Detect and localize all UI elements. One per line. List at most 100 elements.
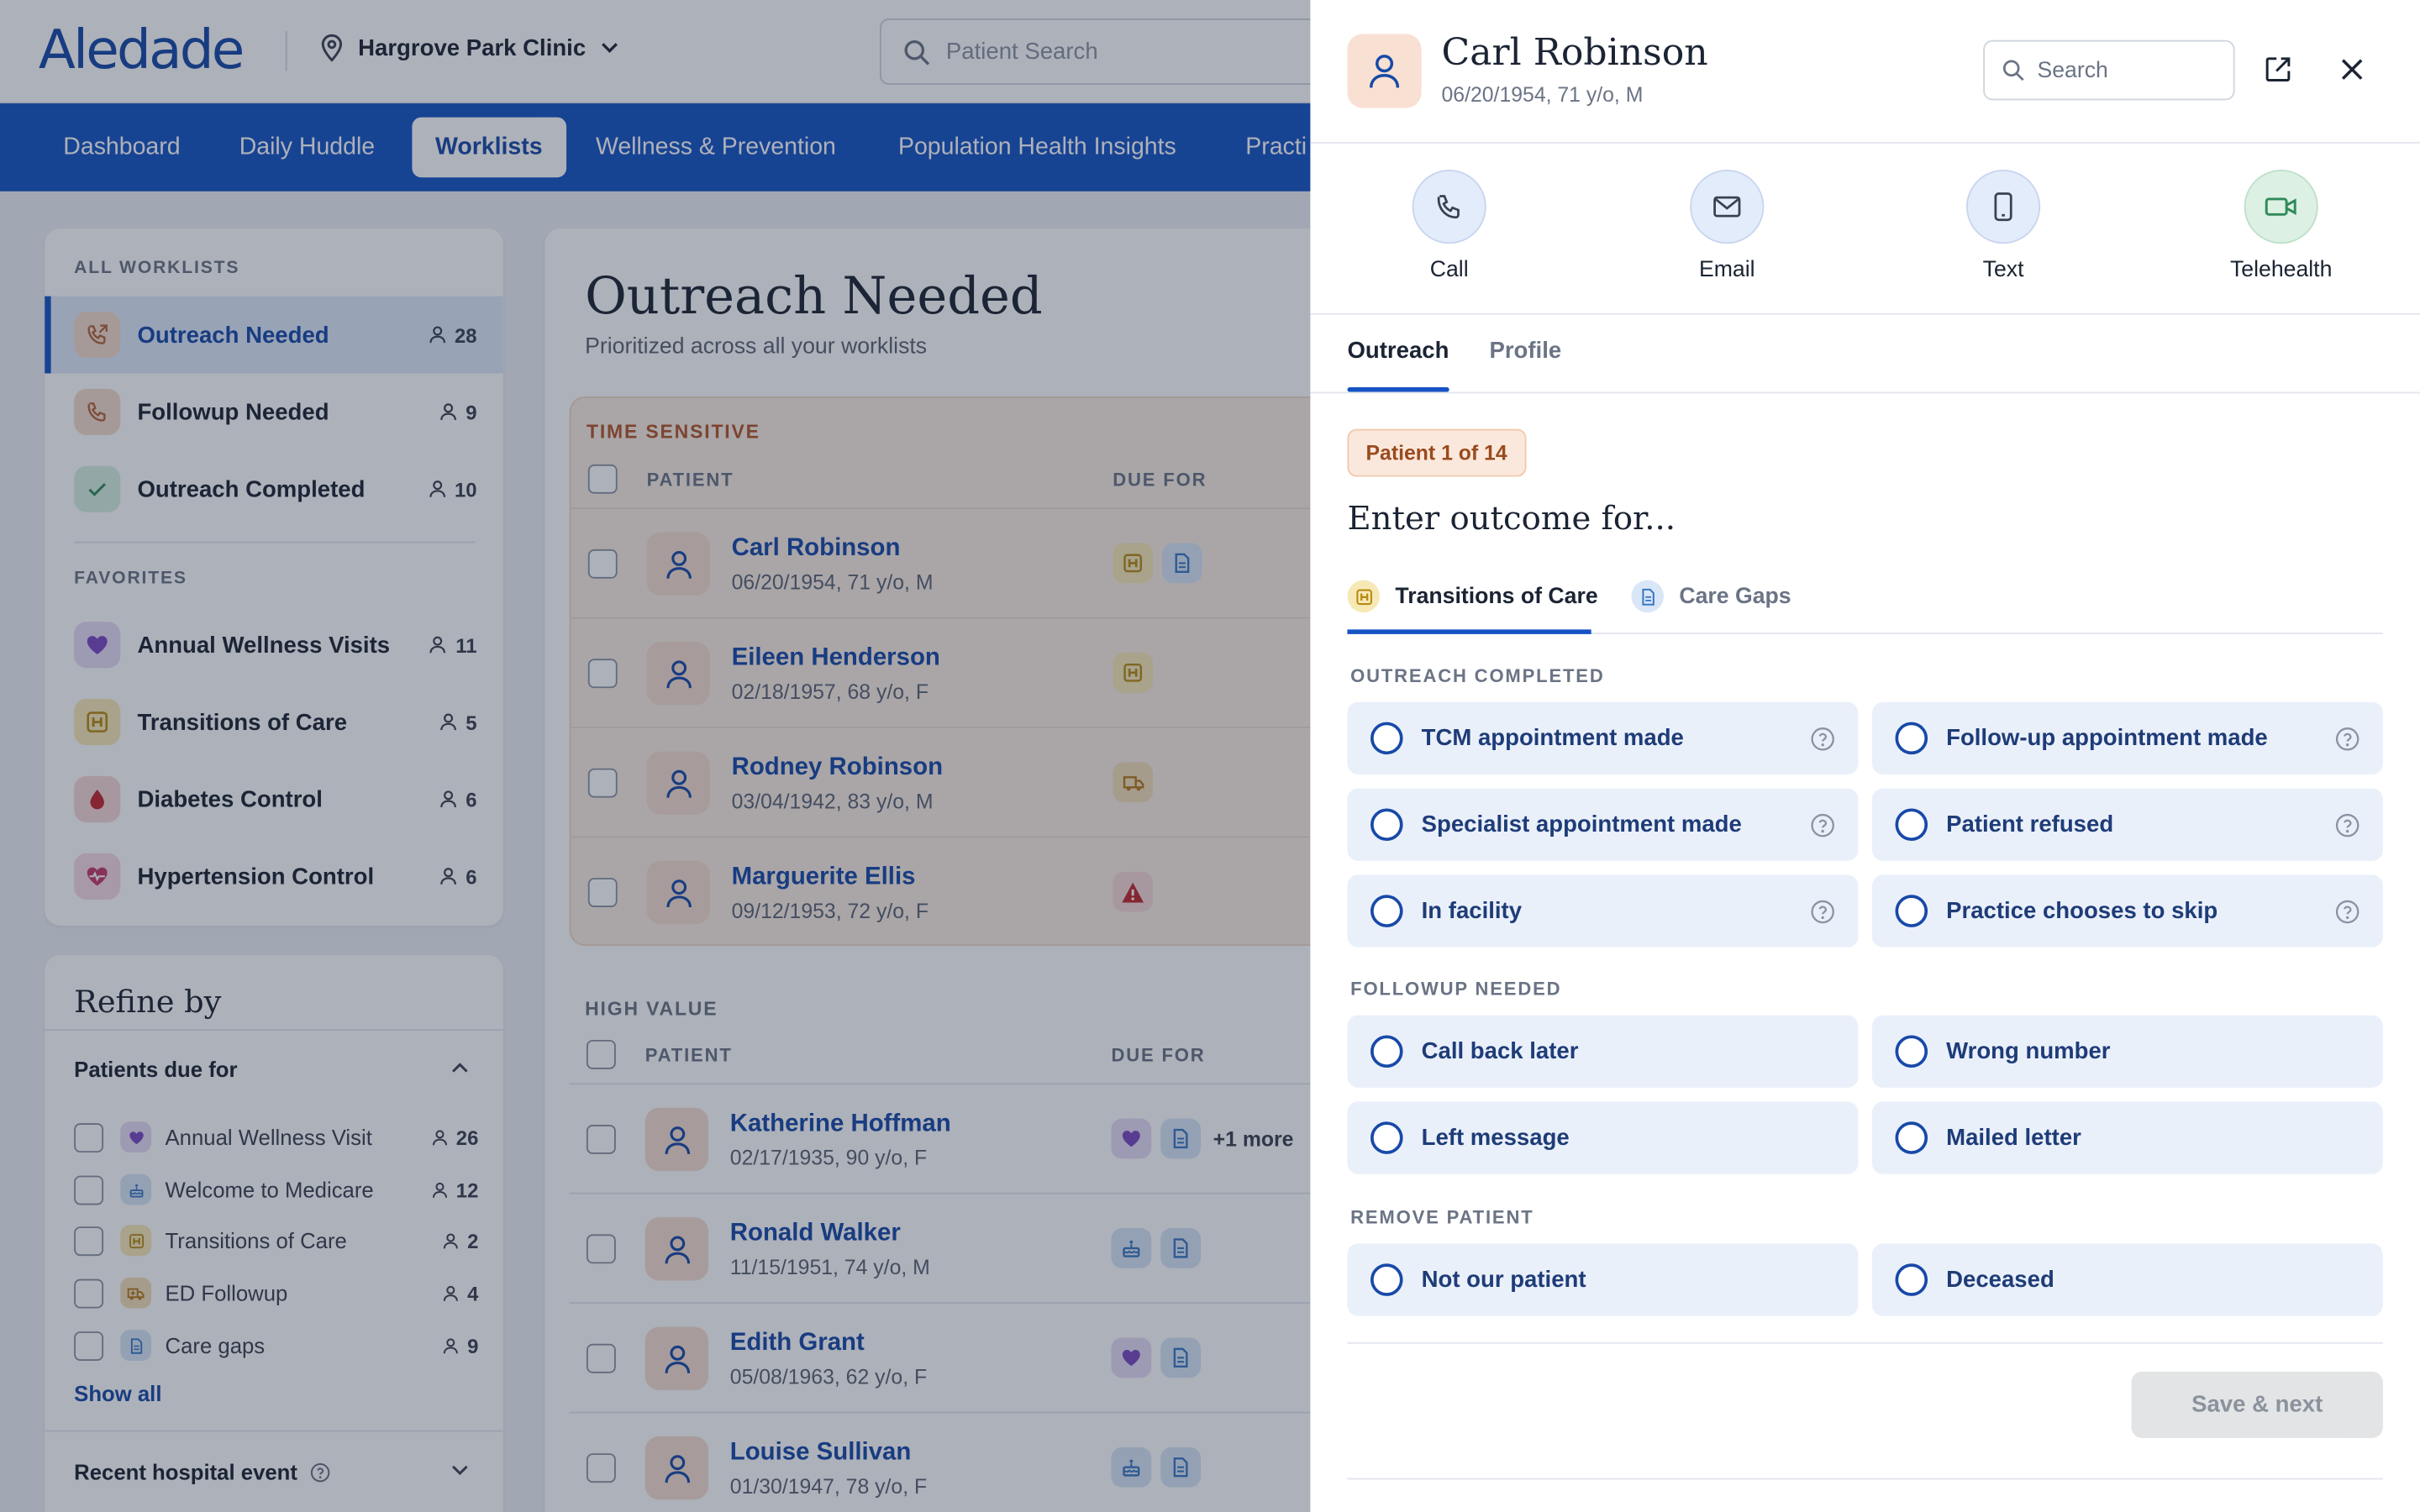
- table-row[interactable]: Marguerite Ellis 09/12/1953, 72 y/o, F: [571, 836, 1436, 946]
- call-action[interactable]: Call: [1372, 170, 1527, 282]
- chevron-up-icon[interactable]: [450, 1062, 469, 1074]
- show-all-link[interactable]: Show all: [74, 1380, 162, 1406]
- option-practice-chooses-to-skip[interactable]: Practice chooses to skip: [1871, 874, 2383, 948]
- help-icon[interactable]: [2335, 813, 2360, 837]
- external-link-icon[interactable]: [2263, 54, 2294, 85]
- row-checkbox[interactable]: [587, 878, 618, 907]
- patient-name[interactable]: Marguerite Ellis: [731, 864, 916, 890]
- row-checkbox[interactable]: [586, 1343, 616, 1373]
- tab-profile[interactable]: Profile: [1489, 338, 1562, 365]
- save-next-button[interactable]: Save & next: [2131, 1371, 2383, 1438]
- radio-button[interactable]: [1370, 1263, 1403, 1296]
- option-call-back-later[interactable]: Call back later: [1347, 1015, 1859, 1088]
- radio-button[interactable]: [1895, 808, 1928, 842]
- nav-worklists[interactable]: Worklists: [412, 117, 566, 178]
- table-row[interactable]: Ronald Walker 11/15/1951, 74 y/o, M: [569, 1192, 1434, 1302]
- filter-annual-wellness-visit[interactable]: Annual Wellness Visit 26: [74, 1119, 478, 1156]
- radio-button[interactable]: [1370, 895, 1403, 927]
- radio-button[interactable]: [1370, 722, 1403, 755]
- filter-transitions-of-care[interactable]: Transitions of Care 2: [74, 1222, 478, 1259]
- filter-ed-followup[interactable]: ED Followup 4: [74, 1274, 478, 1311]
- table-row[interactable]: Edith Grant 05/08/1963, 62 y/o, F: [569, 1302, 1434, 1411]
- patient-name[interactable]: Katherine Hoffman: [729, 1110, 951, 1137]
- option-in-facility[interactable]: In facility: [1347, 874, 1859, 948]
- filter-checkbox[interactable]: [74, 1331, 104, 1361]
- option-wrong-number[interactable]: Wrong number: [1871, 1015, 2383, 1088]
- worklist-annual-wellness-visits[interactable]: Annual Wellness Visits 11: [45, 606, 503, 684]
- table-row[interactable]: Louise Sullivan 01/30/1947, 78 y/o, F: [569, 1411, 1434, 1512]
- patient-name[interactable]: Rodney Robinson: [731, 754, 944, 781]
- select-all-checkbox[interactable]: [586, 1039, 616, 1069]
- row-checkbox[interactable]: [586, 1234, 616, 1264]
- recent-hospital-event-filter[interactable]: Recent hospital event: [74, 1460, 329, 1484]
- worklist-transitions-of-care[interactable]: Transitions of Care 5: [45, 684, 503, 761]
- filter-welcome-to-medicare[interactable]: Welcome to Medicare 12: [74, 1171, 478, 1208]
- option-specialist-appointment-made[interactable]: Specialist appointment made: [1347, 788, 1859, 861]
- tab-outreach[interactable]: Outreach: [1347, 338, 1449, 365]
- radio-button[interactable]: [1895, 895, 1928, 927]
- patient-name[interactable]: Carl Robinson: [731, 535, 901, 562]
- aledade-logo[interactable]: Aledade: [38, 19, 245, 82]
- envelope-icon[interactable]: [1690, 170, 1765, 244]
- clinic-selector[interactable]: Hargrove Park Clinic: [319, 34, 618, 62]
- radio-button[interactable]: [1370, 1035, 1403, 1068]
- nav-practice[interactable]: Practi: [1245, 134, 1307, 161]
- nav-dashboard[interactable]: Dashboard: [63, 134, 181, 161]
- option-mailed-letter[interactable]: Mailed letter: [1871, 1101, 2383, 1174]
- filter-checkbox[interactable]: [74, 1174, 104, 1205]
- filter-checkbox[interactable]: [74, 1278, 104, 1308]
- option-left-message[interactable]: Left message: [1347, 1101, 1859, 1174]
- row-checkbox[interactable]: [587, 768, 618, 798]
- subtab-transitions-of-care[interactable]: Transitions of Care: [1347, 580, 1598, 613]
- close-icon[interactable]: [2338, 55, 2366, 83]
- table-row[interactable]: Carl Robinson 06/20/1954, 71 y/o, M: [571, 507, 1436, 617]
- option-follow-up-appointment-made[interactable]: Follow-up appointment made: [1871, 701, 2383, 775]
- subtab-care-gaps[interactable]: Care Gaps: [1631, 580, 1791, 613]
- filter-checkbox[interactable]: [74, 1226, 104, 1256]
- table-row[interactable]: Eileen Henderson 02/18/1957, 68 y/o, F: [571, 617, 1436, 727]
- nav-population-health-insights[interactable]: Population Health Insights: [897, 134, 1176, 161]
- radio-button[interactable]: [1895, 1035, 1928, 1068]
- option-deceased[interactable]: Deceased: [1871, 1243, 2383, 1316]
- table-row[interactable]: Rodney Robinson 03/04/1942, 83 y/o, M: [571, 727, 1436, 836]
- worklist-hypertension-control[interactable]: Hypertension Control 6: [45, 837, 503, 915]
- nav-daily-huddle[interactable]: Daily Huddle: [239, 134, 376, 161]
- phone-icon[interactable]: [1412, 170, 1486, 244]
- mobile-icon[interactable]: [1965, 170, 2041, 244]
- select-all-checkbox[interactable]: [587, 464, 618, 494]
- help-icon[interactable]: [310, 1462, 330, 1482]
- worklist-diabetes-control[interactable]: Diabetes Control 6: [45, 761, 503, 838]
- option-patient-refused[interactable]: Patient refused: [1871, 788, 2383, 861]
- radio-button[interactable]: [1895, 722, 1928, 755]
- text-action[interactable]: Text: [1926, 170, 2081, 282]
- patient-name[interactable]: Edith Grant: [729, 1330, 865, 1357]
- row-checkbox[interactable]: [586, 1453, 616, 1483]
- row-checkbox[interactable]: [587, 659, 618, 689]
- filter-care-gaps[interactable]: Care gaps 9: [74, 1327, 478, 1364]
- video-icon[interactable]: [2244, 170, 2318, 244]
- patient-name[interactable]: Ronald Walker: [729, 1220, 901, 1247]
- radio-button[interactable]: [1895, 1263, 1928, 1296]
- drawer-search-input[interactable]: [2037, 57, 2207, 83]
- option-tcm-appointment-made[interactable]: TCM appointment made: [1347, 701, 1859, 775]
- worklist-outreach-needed[interactable]: Outreach Needed 28: [45, 296, 503, 374]
- chevron-down-icon[interactable]: [450, 1464, 469, 1477]
- filter-checkbox[interactable]: [74, 1122, 104, 1152]
- email-action[interactable]: Email: [1649, 170, 1804, 282]
- row-checkbox[interactable]: [587, 549, 618, 579]
- help-icon[interactable]: [1810, 900, 1834, 924]
- option-not-our-patient[interactable]: Not our patient: [1347, 1243, 1859, 1316]
- radio-button[interactable]: [1370, 808, 1403, 842]
- nav-wellness-prevention[interactable]: Wellness & Prevention: [595, 134, 836, 161]
- worklist-followup-needed[interactable]: Followup Needed 9: [45, 373, 503, 450]
- help-icon[interactable]: [1810, 727, 1834, 751]
- radio-button[interactable]: [1370, 1121, 1403, 1154]
- patient-name[interactable]: Eileen Henderson: [731, 644, 940, 671]
- patient-name[interactable]: Louise Sullivan: [729, 1439, 912, 1466]
- table-row[interactable]: Katherine Hoffman 02/17/1935, 90 y/o, F …: [569, 1083, 1434, 1192]
- help-icon[interactable]: [2335, 727, 2360, 751]
- radio-button[interactable]: [1895, 1121, 1928, 1154]
- filter-group-heading[interactable]: Patients due for: [74, 1057, 238, 1082]
- row-checkbox[interactable]: [586, 1124, 616, 1154]
- telehealth-action[interactable]: Telehealth: [2204, 170, 2359, 282]
